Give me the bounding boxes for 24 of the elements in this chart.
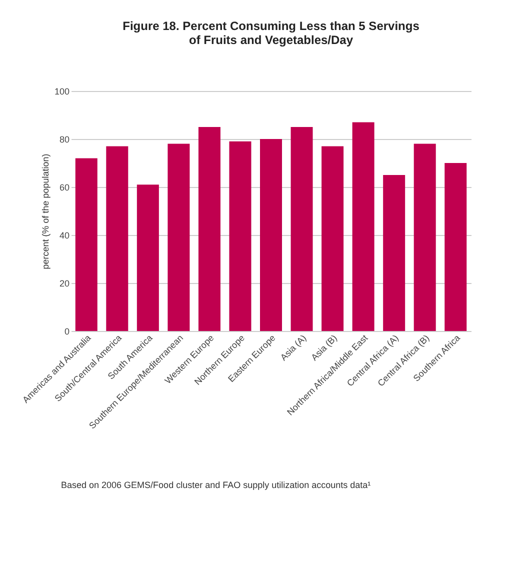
bar — [260, 139, 282, 331]
bar — [136, 184, 159, 331]
y-tick-label: 40 — [59, 230, 70, 240]
text: of Fruits and Vegetables/Day — [188, 33, 354, 47]
text: Figure 18. Percent Consuming Less than 5 Servings — [122, 19, 420, 33]
bar — [168, 144, 190, 331]
y-axis-title: percent (% of the population) — [40, 154, 50, 270]
x-tick-label: Asia (A) — [278, 332, 308, 362]
bar — [444, 163, 467, 331]
bar — [229, 141, 252, 331]
bar — [322, 146, 344, 331]
bar — [414, 144, 436, 331]
bar — [383, 175, 406, 331]
y-tick-label: 100 — [54, 86, 70, 96]
y-tick-label: 80 — [59, 134, 70, 144]
text: Based on 2006 GEMS/Food cluster and FAO supply utilization accounts data¹ — [61, 480, 371, 490]
bar — [290, 127, 313, 331]
y-tick-label: 0 — [64, 326, 70, 336]
bar — [75, 158, 98, 331]
y-tick-label: 60 — [59, 182, 70, 192]
y-tick-label: 20 — [59, 278, 70, 288]
bar — [106, 146, 128, 331]
bar — [198, 127, 220, 331]
bar — [352, 122, 374, 331]
